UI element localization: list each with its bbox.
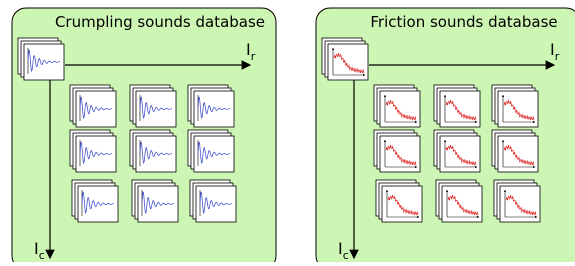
card <box>498 91 538 127</box>
card <box>500 186 540 222</box>
card <box>440 91 480 127</box>
card <box>380 91 420 127</box>
card <box>382 186 422 222</box>
axis-subscript: c <box>39 249 45 262</box>
card <box>440 136 480 172</box>
card <box>328 44 368 80</box>
card <box>442 186 482 222</box>
figure: Crumpling sounds databaseIrIcFriction so… <box>0 0 575 262</box>
page: Crumpling sounds databaseIrIcFriction so… <box>0 0 575 262</box>
axis-subscript: c <box>343 249 349 262</box>
card <box>380 136 420 172</box>
panel-title: Crumpling sounds database <box>55 13 265 31</box>
panel-title: Friction sounds database <box>370 13 557 31</box>
card <box>498 136 538 172</box>
axis-subscript: r <box>251 50 256 63</box>
axis-subscript: r <box>555 50 560 63</box>
